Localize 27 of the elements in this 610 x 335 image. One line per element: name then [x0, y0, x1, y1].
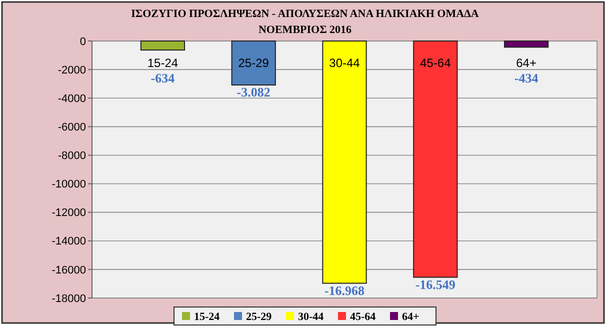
- text: 45-64: [420, 56, 451, 70]
- text: 64+: [516, 56, 536, 70]
- y-tick-label: -12000: [52, 207, 86, 220]
- y-tick-label: -8000: [58, 150, 86, 162]
- y-tick-label: -6000: [58, 122, 86, 134]
- data-label: -434: [514, 70, 539, 86]
- legend-label: 30-44: [298, 310, 324, 323]
- y-tick-label: -4000: [58, 92, 86, 105]
- y-tick-label: -16000: [52, 264, 86, 276]
- data-label: -16.549: [415, 276, 456, 292]
- y-tick-label: -14000: [52, 236, 86, 248]
- data-label: -634: [150, 70, 176, 86]
- text: 15-24: [147, 56, 178, 70]
- y-tick-label: 0: [80, 36, 86, 48]
- y-tick-label: -18000: [52, 292, 86, 305]
- data-label: -3.082: [236, 84, 270, 100]
- chart-title: ΙΣΟΖΥΓΙΟ ΠΡΟΣΛΗΨΕΩΝ - ΑΠΟΛΥΣΕΩΝ ΑΝΑ ΗΛΙΚΙΑΚΗ ΟΜΑΔΑ: [131, 8, 479, 20]
- text: 30-44: [329, 56, 360, 70]
- data-label: -16.968: [324, 282, 366, 298]
- legend-label: 25-29: [246, 310, 272, 323]
- y-tick-label: -10000: [52, 178, 86, 191]
- text: 25-29: [238, 56, 269, 70]
- chart-subtitle: ΝΟΕΜΒΡΙΟΣ 2016: [258, 24, 352, 36]
- legend-label: 15-24: [194, 310, 220, 323]
- y-tick-label: -2000: [58, 64, 86, 76]
- legend-label: 64+: [402, 310, 420, 323]
- legend-label: 45-64: [350, 310, 376, 323]
